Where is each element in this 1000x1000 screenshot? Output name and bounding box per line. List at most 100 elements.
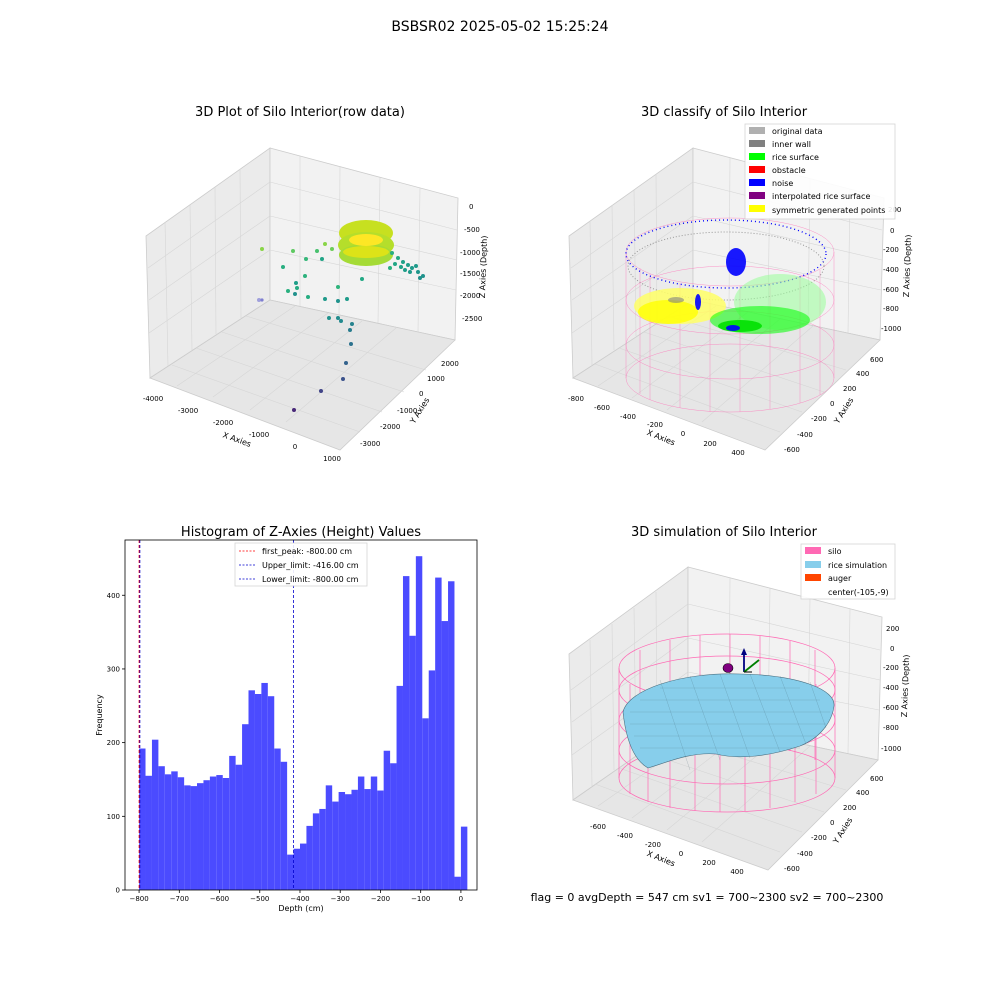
rice-surface-mesh <box>630 673 830 771</box>
histogram-x-tick-label: −600 <box>210 895 229 903</box>
classify-legend-entry: inner wall <box>749 140 811 149</box>
histogram-bar <box>351 789 358 890</box>
simulation-legend-entry: rice simulation <box>805 561 887 570</box>
histogram-x-tick-label: 0 <box>459 895 463 903</box>
simulation-z-ticks: 200 0 -200 -400 -600 -800 -1000 <box>881 625 901 753</box>
classify-y-tick-label: -200 <box>811 415 827 423</box>
simulation-y-tick-label: -200 <box>811 834 827 842</box>
simulation-legend-entry: silo <box>805 547 842 556</box>
raw-x-ticks: -4000 -3000 -2000 -1000 0 1000 <box>143 395 341 463</box>
histogram-bar <box>325 785 333 890</box>
simulation-z-tick-label: 0 <box>890 645 894 653</box>
classify-z-tick-label: -400 <box>883 266 899 274</box>
histogram-y-ticks: 0 100 200 300 400 <box>107 592 125 895</box>
histogram-bar <box>402 576 410 890</box>
histogram-bar <box>364 789 371 890</box>
classify-legend-entry: noise <box>749 179 793 188</box>
raw-x-tick-label: -3000 <box>178 407 198 415</box>
simulation-z-tick-label: -600 <box>883 704 899 712</box>
legend-label-lower-limit: Lower_limit: -800.00 cm <box>262 575 359 584</box>
panel-classify-title: 3D classify of Silo Interior <box>641 105 808 120</box>
histogram-bar <box>435 577 442 890</box>
raw-floor-pane <box>149 299 456 451</box>
simulation-x-tick-label: -200 <box>645 841 661 849</box>
histogram-bar <box>164 774 172 890</box>
classify-legend-entry: symmetric generated points <box>749 205 885 215</box>
raw-data-points <box>257 220 425 412</box>
classify-z-axis-label: Z Axies (Depth) <box>902 234 913 297</box>
classify-legend-entry: interpolated rice surface <box>749 192 870 201</box>
histogram-legend-entry: Upper_limit: -416.00 cm <box>239 561 359 570</box>
simulation-x-tick-label: 0 <box>679 850 683 858</box>
histogram-bar <box>280 761 288 890</box>
histogram-bar <box>409 635 416 890</box>
legend-swatch-rice-surface <box>749 153 765 160</box>
histogram-legend-entry: Lower_limit: -800.00 cm <box>239 575 359 584</box>
histogram-bar <box>254 694 262 890</box>
histogram-bar <box>383 750 391 890</box>
legend-label-noise: noise <box>772 179 793 188</box>
histogram-bar <box>151 739 159 890</box>
classify-x-tick-label: -600 <box>594 404 610 412</box>
histogram-bar <box>299 843 307 890</box>
simulation-x-axis-label: X Axies <box>646 849 677 868</box>
raw-z-tick-label: 0 <box>469 203 473 211</box>
histogram-bar <box>345 794 352 890</box>
classify-z-ticks: 200 0 -200 -400 -600 -800 -1000 <box>881 206 901 333</box>
histogram-bar <box>177 777 185 890</box>
classify-z-tick-label: -800 <box>883 305 899 313</box>
raw-y-ticks: -3000 -2000 -1000 0 1000 2000 <box>360 360 459 448</box>
histogram-bar <box>293 848 300 890</box>
histogram-bar <box>422 718 429 890</box>
histogram-bar <box>145 775 152 890</box>
simulation-legend: silo rice simulation auger center(-105,-… <box>800 543 896 600</box>
histogram-bar <box>306 825 313 890</box>
simulation-x-tick-label: 400 <box>730 868 743 876</box>
histogram-bar <box>171 771 178 890</box>
raw-z-tick-label: -2500 <box>462 315 482 323</box>
simulation-y-tick-label: -600 <box>784 865 800 873</box>
raw-y-tick-label: -2000 <box>380 423 400 431</box>
histogram-x-tick-label: −800 <box>129 895 148 903</box>
raw-z-ticks: 0 -500 -1000 -1500 -2000 -2500 <box>460 203 482 323</box>
classify-legend: original data inner wall rice surface ob… <box>744 123 896 220</box>
legend-label-symmetric: symmetric generated points <box>772 206 885 215</box>
histogram-bar <box>441 621 449 890</box>
legend-swatch-noise <box>749 179 765 186</box>
raw-x-tick-label: -4000 <box>143 395 163 403</box>
histogram-bar <box>370 776 378 890</box>
classify-z-tick-label: -1000 <box>881 325 901 333</box>
simulation-legend-entry: center(-105,-9) <box>828 588 889 597</box>
histogram-x-ticks: −800 −700 −600 −500 −400 −300 −200 −100 0 <box>129 890 463 903</box>
histogram-title: Histogram of Z-Axies (Height) Values <box>181 525 421 540</box>
status-footer: flag = 0 avgDepth = 547 cm sv1 = 700~230… <box>531 891 884 904</box>
raw-y-tick-label: -1000 <box>397 407 417 415</box>
legend-swatch-original-data <box>749 127 765 134</box>
legend-swatch-rice-simulation <box>805 561 821 568</box>
histogram-reference-lines <box>138 540 294 890</box>
raw-z-tick-label: -500 <box>464 226 480 234</box>
histogram-bar <box>319 808 326 890</box>
simulation-z-tick-label: -800 <box>883 724 899 732</box>
classify-z-tick-label: -600 <box>883 286 899 294</box>
legend-swatch-silo <box>805 547 821 554</box>
histogram-x-tick-label: −700 <box>170 895 189 903</box>
histogram-bar <box>139 748 146 890</box>
histogram-bar <box>158 766 165 890</box>
histogram-bar <box>448 581 455 890</box>
auger-marker <box>722 648 760 673</box>
classify-legend-entry: rice surface <box>749 153 819 162</box>
legend-label-upper-limit: Upper_limit: -416.00 cm <box>262 561 359 570</box>
histogram-y-axis-label: Frequency <box>95 694 104 736</box>
panel-raw-title: 3D Plot of Silo Interior(row data) <box>195 105 405 120</box>
histogram-bar <box>415 556 423 890</box>
histogram-y-tick-label: 400 <box>107 592 120 600</box>
legend-label-rice-surface: rice surface <box>772 153 819 162</box>
classify-y-axis-label: Y Axies <box>832 396 856 426</box>
histogram-bars <box>139 556 468 890</box>
histogram-bar <box>229 755 236 890</box>
histogram-x-axis-label: Depth (cm) <box>278 904 323 913</box>
raw-z-tick-label: -1000 <box>460 249 480 257</box>
classify-x-tick-label: -400 <box>620 413 636 421</box>
histogram-bar <box>242 724 249 890</box>
